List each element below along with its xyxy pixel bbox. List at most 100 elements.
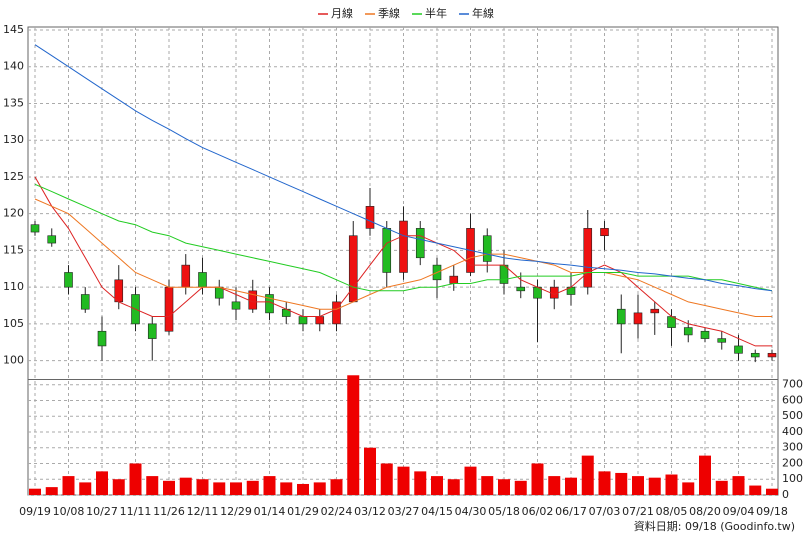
- y-tick-label: 140: [3, 60, 24, 73]
- volume-bar: [179, 477, 192, 495]
- volume-bar: [715, 480, 728, 495]
- volume-bar: [598, 471, 611, 495]
- candle-body: [415, 228, 425, 259]
- candle-body: [683, 327, 693, 336]
- y2-tick-label: 600: [782, 393, 803, 406]
- volume-bar: [313, 482, 326, 495]
- y2-tick-label: 0: [782, 488, 789, 501]
- y2-tick-label: 200: [782, 456, 803, 469]
- candle-body: [47, 235, 57, 244]
- y-tick-label: 125: [3, 170, 24, 183]
- candle-body: [750, 352, 760, 358]
- ma-line: [34, 198, 772, 317]
- volume-bar: [297, 483, 309, 495]
- volume-bar: [45, 487, 58, 495]
- volume-bar: [414, 471, 427, 495]
- volume-bar: [112, 479, 125, 495]
- candle-body: [332, 301, 341, 325]
- y-tick-label: 115: [3, 243, 24, 256]
- candle-body: [616, 308, 626, 325]
- candle-body: [767, 352, 777, 358]
- volume-bar: [79, 482, 92, 495]
- volume-bar: [397, 466, 410, 495]
- y2-tick-label: 400: [782, 425, 803, 438]
- volume-bar: [196, 479, 209, 495]
- x-tick-label: 05/18: [488, 505, 520, 518]
- x-tick-label: 09/04: [723, 505, 755, 518]
- x-tick-label: 12/11: [187, 505, 219, 518]
- volume-bar: [531, 463, 544, 495]
- x-tick-label: 10/27: [86, 505, 118, 518]
- volume-bar: [581, 455, 594, 495]
- candle-body: [365, 206, 375, 229]
- y2-tick-label: 500: [782, 409, 803, 422]
- candle-body: [600, 228, 609, 237]
- candle-body: [164, 286, 174, 332]
- x-tick-label: 03/27: [388, 505, 420, 518]
- candle-body: [30, 224, 40, 233]
- candle-body: [449, 275, 459, 284]
- candle-body: [516, 286, 526, 292]
- y-tick-label: 105: [3, 317, 24, 330]
- candle-body: [198, 272, 207, 288]
- candle-body: [382, 228, 392, 273]
- candle-body: [348, 235, 358, 303]
- volume-bar: [62, 476, 75, 495]
- volume-bar: [447, 479, 460, 495]
- volume-bar: [246, 480, 259, 495]
- candle-body: [717, 338, 727, 343]
- volume-bar: [514, 480, 527, 495]
- y-tick-label: 100: [3, 354, 24, 367]
- volume-bar: [129, 463, 142, 495]
- volume-bar: [364, 447, 376, 495]
- x-tick-label: 10/08: [53, 505, 85, 518]
- candle-body: [734, 345, 743, 354]
- x-tick-label: 11/26: [153, 505, 185, 518]
- volume-bar: [548, 476, 561, 495]
- volume-bar: [280, 482, 293, 495]
- ma-line: [34, 183, 773, 292]
- x-tick-label: 01/14: [254, 505, 286, 518]
- legend-label: 季線: [378, 6, 400, 20]
- candle-body: [181, 264, 191, 288]
- legend-label: 半年: [425, 6, 447, 20]
- x-tick-label: 11/11: [120, 505, 152, 518]
- volume-bar: [380, 463, 393, 495]
- candle-body: [700, 330, 710, 339]
- y2-tick-label: 300: [782, 441, 803, 454]
- y2-tick-label: 700: [782, 378, 803, 391]
- volume-bar: [565, 477, 577, 495]
- legend-label: 年線: [472, 6, 494, 20]
- y-tick-label: 135: [3, 96, 24, 109]
- y-tick-label: 110: [3, 280, 24, 293]
- legend-label: 月線: [331, 6, 353, 20]
- x-tick-label: 07/03: [589, 505, 621, 518]
- volume-bar: [96, 471, 108, 495]
- x-tick-label: 06/02: [522, 505, 554, 518]
- volume-bar: [213, 482, 226, 495]
- volume-bar: [163, 480, 175, 495]
- volume-bar: [230, 482, 242, 495]
- candle-body: [64, 272, 73, 288]
- candle-body: [231, 301, 241, 310]
- x-tick-label: 08/20: [689, 505, 721, 518]
- volume-bar: [699, 455, 711, 495]
- x-tick-label: 04/30: [455, 505, 487, 518]
- volume-bar: [347, 375, 360, 495]
- volume-bar: [498, 479, 510, 495]
- y-tick-label: 145: [3, 23, 24, 36]
- candle-body: [482, 235, 492, 262]
- volume-bar: [464, 466, 477, 495]
- candle-body: [650, 308, 660, 314]
- volume-bar: [665, 474, 678, 495]
- y2-tick-label: 100: [782, 472, 803, 485]
- x-tick-label: 09/18: [756, 505, 788, 518]
- x-tick-label: 09/19: [19, 505, 51, 518]
- x-tick-label: 03/12: [354, 505, 386, 518]
- x-tick-label: 07/21: [622, 505, 654, 518]
- candle-body: [549, 286, 559, 299]
- volume-bar: [431, 476, 443, 495]
- footnote: 資料日期: 09/18 (Goodinfo.tw): [634, 519, 795, 533]
- x-tick-label: 12/29: [220, 505, 252, 518]
